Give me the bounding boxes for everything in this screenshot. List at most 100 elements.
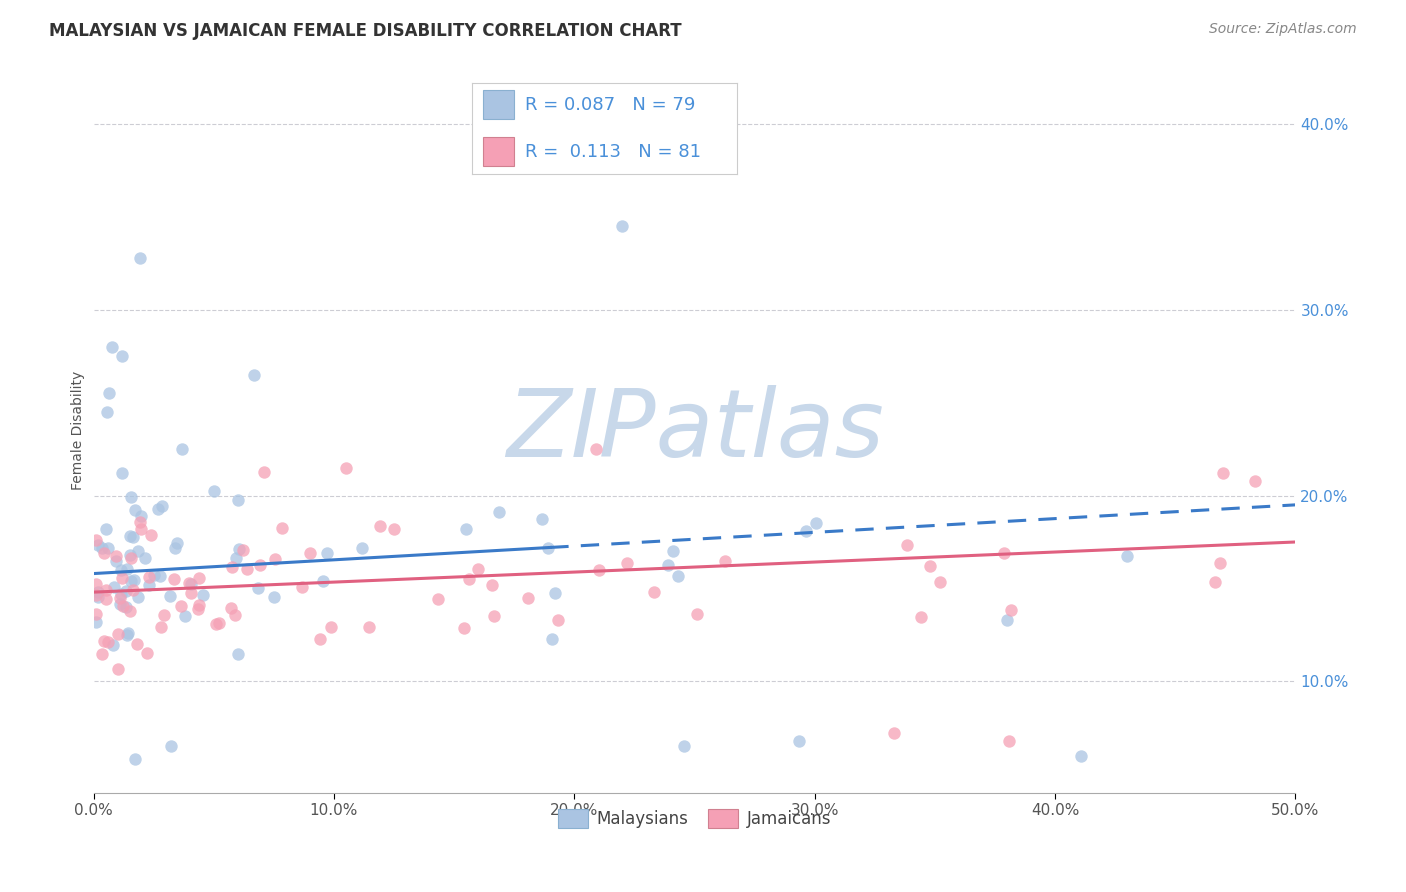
Point — [118, 548, 141, 562]
Point — [918, 559, 941, 574]
Point — [91, 541, 114, 555]
Point — [105, 553, 128, 567]
Point — [271, 521, 294, 535]
Point — [121, 574, 143, 588]
Point — [146, 502, 169, 516]
Point — [84, 588, 107, 602]
Point — [103, 580, 125, 594]
Point — [173, 608, 195, 623]
Point — [191, 588, 214, 602]
Point — [928, 574, 950, 589]
Point — [454, 523, 477, 537]
Point — [236, 562, 259, 576]
Point — [1212, 467, 1234, 481]
Point — [96, 405, 118, 419]
Point — [666, 569, 689, 583]
Point — [170, 599, 193, 613]
Point — [114, 583, 136, 598]
Point — [910, 609, 932, 624]
Point — [319, 619, 342, 633]
Point — [87, 590, 110, 604]
Point — [1208, 556, 1230, 570]
Point — [883, 726, 905, 740]
Point — [131, 522, 153, 536]
Point — [537, 541, 560, 556]
Point — [787, 733, 810, 747]
Point — [84, 615, 107, 629]
Point — [163, 572, 186, 586]
Point — [263, 590, 285, 604]
Point — [1070, 748, 1092, 763]
Point — [673, 739, 696, 754]
Point — [111, 571, 134, 585]
Point — [1204, 574, 1226, 589]
Point — [299, 546, 322, 560]
Point — [232, 543, 254, 558]
Point — [243, 368, 266, 382]
Point — [94, 582, 117, 597]
Point — [138, 569, 160, 583]
Point — [204, 617, 226, 632]
Point — [1244, 474, 1267, 488]
Point — [115, 562, 138, 576]
Point — [97, 635, 120, 649]
Point — [204, 484, 226, 499]
Point — [121, 582, 143, 597]
Point — [531, 511, 554, 525]
Point — [896, 538, 918, 552]
Y-axis label: Female Disability: Female Disability — [72, 371, 86, 491]
Point — [124, 503, 146, 517]
Point — [153, 607, 176, 622]
Point — [309, 632, 332, 647]
Point — [993, 546, 1015, 560]
Point — [180, 586, 202, 600]
Point — [96, 592, 118, 607]
Point — [657, 558, 679, 572]
Point — [219, 601, 242, 615]
Point — [662, 544, 685, 558]
Point — [107, 662, 129, 676]
Point — [84, 533, 107, 547]
Point — [121, 530, 143, 544]
Point — [141, 528, 163, 542]
Point — [585, 442, 607, 457]
Point — [138, 578, 160, 592]
Point — [104, 549, 127, 564]
Point — [91, 648, 114, 662]
Point — [263, 552, 285, 566]
Point — [117, 625, 139, 640]
Point — [143, 567, 166, 582]
Point — [150, 499, 173, 513]
Point — [125, 637, 148, 651]
Point — [481, 578, 503, 592]
Point — [228, 541, 250, 556]
Point — [149, 620, 172, 634]
Point — [315, 546, 337, 560]
Point — [107, 627, 129, 641]
Point — [610, 219, 633, 234]
Point — [588, 563, 610, 577]
Point — [794, 524, 817, 538]
Point — [482, 609, 505, 624]
Point — [187, 602, 209, 616]
Point — [134, 551, 156, 566]
Point — [84, 607, 107, 622]
Point — [101, 638, 124, 652]
Point — [488, 506, 510, 520]
Point — [149, 569, 172, 583]
Point — [163, 541, 186, 556]
Point — [159, 589, 181, 603]
Point — [128, 516, 150, 530]
Point — [93, 546, 115, 560]
Point — [249, 558, 271, 572]
Point — [467, 562, 489, 576]
Point — [221, 560, 243, 574]
Point — [170, 442, 193, 457]
Point — [517, 591, 540, 605]
Point — [544, 586, 567, 600]
Point — [643, 585, 665, 599]
Point — [124, 752, 146, 766]
Point — [110, 586, 132, 600]
Point — [547, 614, 569, 628]
Point — [110, 466, 132, 480]
